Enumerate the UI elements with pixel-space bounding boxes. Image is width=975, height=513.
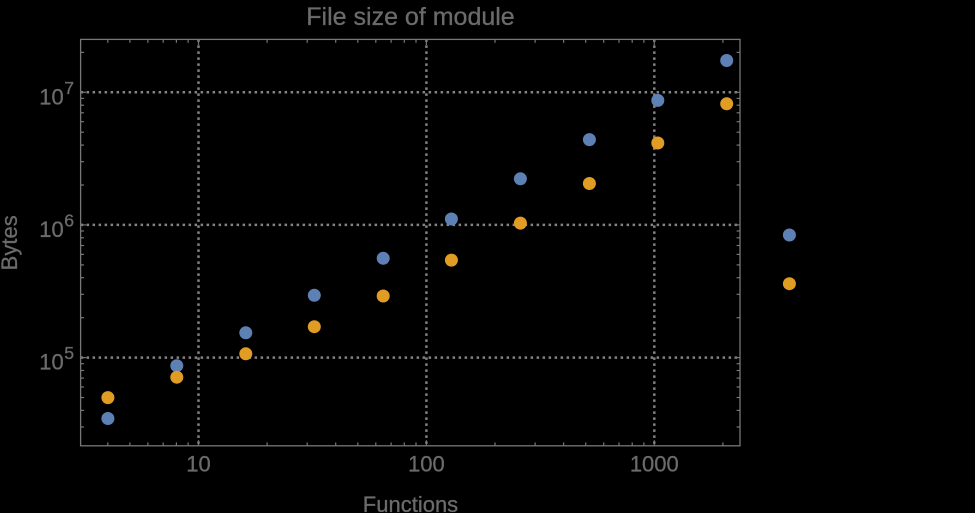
svg-text:10: 10 (39, 217, 63, 242)
svg-text:10: 10 (39, 84, 63, 109)
svg-text:10: 10 (186, 451, 210, 476)
svg-text:100: 100 (408, 451, 445, 476)
svg-text:7: 7 (64, 78, 74, 98)
svg-text:10: 10 (39, 350, 63, 375)
svg-text:5: 5 (64, 343, 74, 363)
svg-text:Bytes: Bytes (0, 215, 22, 270)
svg-text:6: 6 (64, 210, 74, 230)
svg-text:Functions: Functions (363, 492, 458, 513)
svg-text:File size of module: File size of module (306, 3, 514, 31)
svg-text:1000: 1000 (630, 451, 679, 476)
